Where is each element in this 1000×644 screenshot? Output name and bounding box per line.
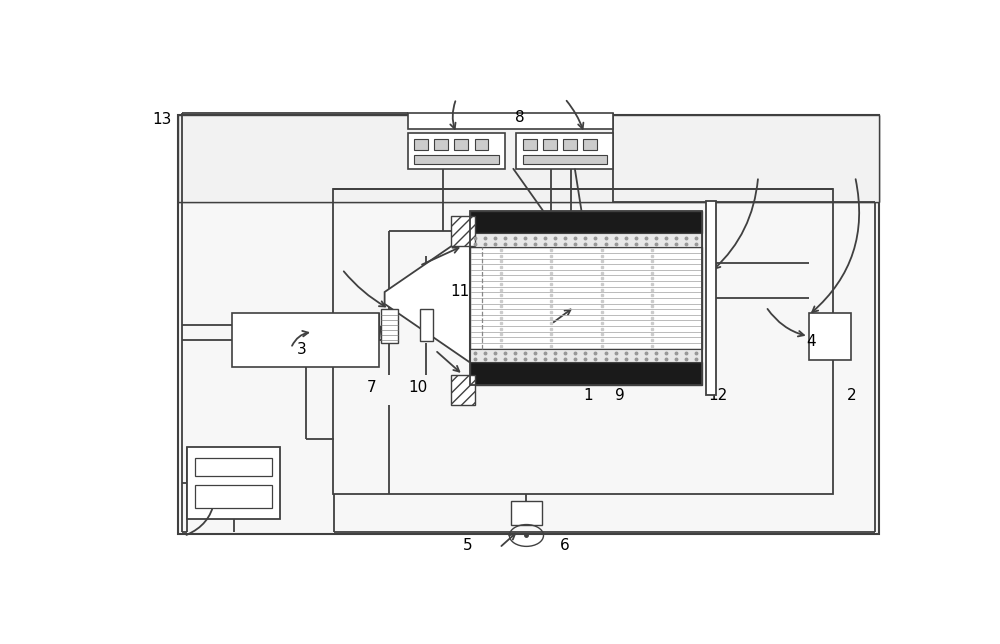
Bar [516, 133, 613, 169]
Bar [470, 247, 702, 348]
Bar [434, 139, 448, 150]
Bar [470, 348, 702, 363]
Polygon shape [385, 234, 470, 363]
Text: 11: 11 [450, 284, 469, 299]
Bar [187, 447, 280, 518]
Bar [420, 309, 433, 341]
Bar [450, 375, 475, 404]
Bar [381, 309, 398, 343]
Text: 7: 7 [367, 380, 376, 395]
Bar [178, 115, 879, 535]
Bar [470, 234, 702, 247]
Text: 1: 1 [584, 388, 593, 403]
Text: 6: 6 [560, 538, 570, 553]
Bar [195, 458, 272, 477]
Bar [563, 139, 577, 150]
Bar [523, 155, 607, 164]
Text: 13: 13 [153, 112, 172, 127]
Text: 3: 3 [297, 341, 307, 357]
Bar [414, 139, 428, 150]
Bar [333, 189, 833, 494]
Bar [470, 211, 702, 234]
Text: 5: 5 [463, 538, 472, 553]
Bar [511, 501, 542, 525]
Bar [408, 133, 505, 169]
Bar [475, 139, 488, 150]
Text: 4: 4 [806, 334, 816, 348]
Bar [195, 486, 272, 507]
Bar [408, 113, 613, 129]
Bar [583, 139, 597, 150]
Bar [454, 139, 468, 150]
Bar [178, 115, 879, 202]
Bar [706, 201, 716, 395]
Text: 12: 12 [708, 388, 728, 403]
Bar [470, 363, 702, 384]
Text: 8: 8 [515, 110, 525, 126]
Bar [523, 139, 537, 150]
Bar [232, 313, 379, 367]
Text: 2: 2 [847, 388, 857, 403]
Bar [178, 115, 879, 202]
Bar [543, 139, 557, 150]
Bar [470, 211, 702, 384]
Bar [414, 155, 499, 164]
Bar [450, 216, 475, 246]
Bar [809, 313, 851, 360]
Text: 9: 9 [615, 388, 624, 403]
Text: 10: 10 [408, 380, 428, 395]
